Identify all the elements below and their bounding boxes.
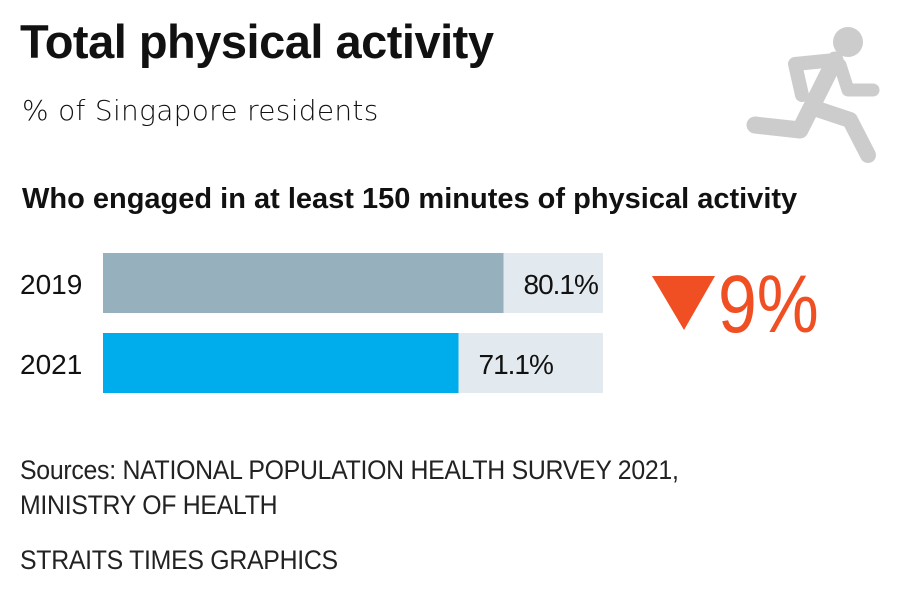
change-label: 9% <box>718 259 819 351</box>
credit: STRAITS TIMES GRAPHICS <box>20 545 338 575</box>
source-line-1: Sources: NATIONAL POPULATION HEALTH SURV… <box>20 455 679 485</box>
running-person-icon <box>746 27 880 163</box>
category-label: 2019 <box>20 269 82 300</box>
source-line-2: MINISTRY OF HEALTH <box>20 490 278 520</box>
subtitle: % of Singapore residents <box>22 94 379 127</box>
value-label: 71.1% <box>479 349 553 380</box>
chart-title: Who engaged in at least 150 minutes of p… <box>22 183 798 215</box>
value-label: 80.1% <box>524 269 598 300</box>
bar-2019 <box>103 253 504 313</box>
bar-chart: 2019 80.1% 2021 71.1% 9% <box>20 253 819 393</box>
category-label: 2021 <box>20 349 82 380</box>
bar-2021 <box>103 333 459 393</box>
down-triangle-icon <box>652 276 715 330</box>
page-title: Total physical activity <box>20 15 494 68</box>
